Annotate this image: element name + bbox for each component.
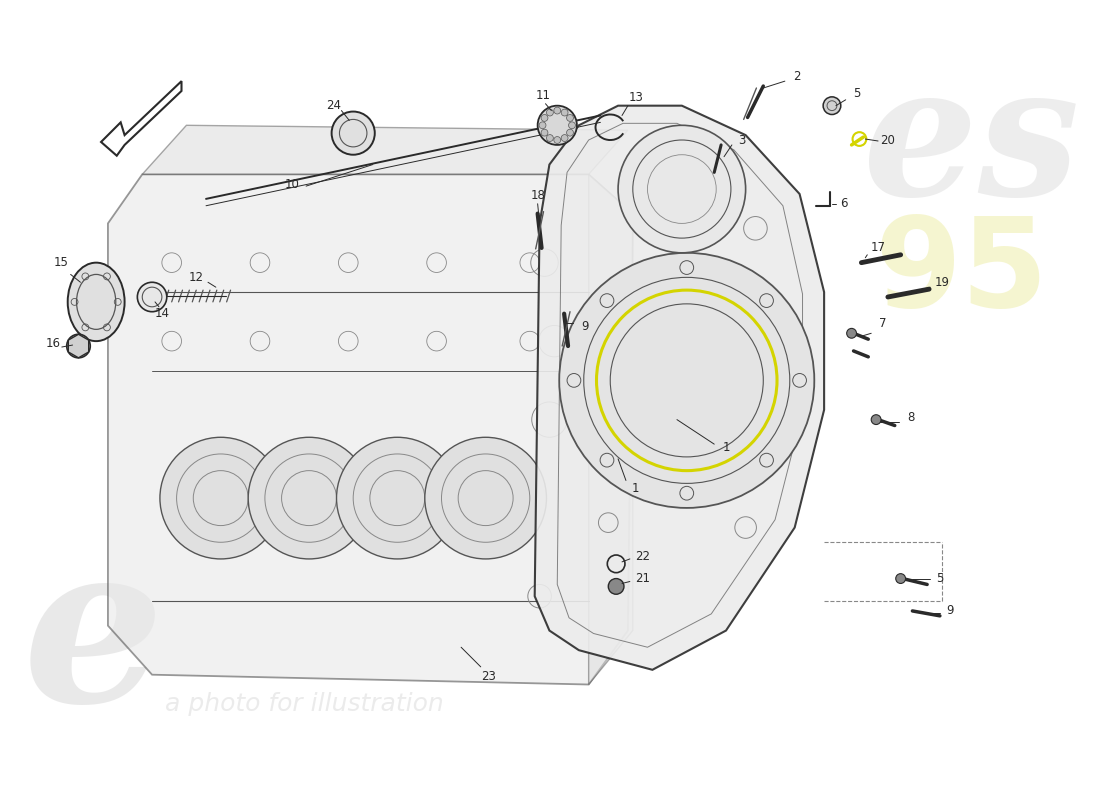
Circle shape xyxy=(538,106,576,145)
Text: 13: 13 xyxy=(628,91,643,104)
Circle shape xyxy=(547,109,553,116)
Text: 95: 95 xyxy=(874,212,1048,333)
Circle shape xyxy=(547,134,553,142)
Circle shape xyxy=(559,253,814,508)
Text: 21: 21 xyxy=(635,572,650,585)
Text: 22: 22 xyxy=(635,550,650,563)
Ellipse shape xyxy=(68,262,124,341)
Circle shape xyxy=(895,574,905,583)
Circle shape xyxy=(249,438,370,559)
Text: es: es xyxy=(864,57,1079,233)
Polygon shape xyxy=(108,174,632,685)
Circle shape xyxy=(561,109,568,116)
Circle shape xyxy=(847,328,857,338)
Text: 5: 5 xyxy=(936,572,944,585)
Circle shape xyxy=(561,134,568,142)
Text: 3: 3 xyxy=(738,134,746,146)
Text: 12: 12 xyxy=(189,271,204,284)
Circle shape xyxy=(541,130,548,136)
Text: 1: 1 xyxy=(632,482,639,494)
Circle shape xyxy=(160,438,282,559)
Polygon shape xyxy=(68,334,89,358)
Text: 9: 9 xyxy=(581,320,589,333)
Circle shape xyxy=(566,114,573,122)
Circle shape xyxy=(425,438,547,559)
Circle shape xyxy=(618,126,746,253)
Circle shape xyxy=(553,137,561,143)
Circle shape xyxy=(337,438,459,559)
Text: 10: 10 xyxy=(285,178,300,190)
Text: 7: 7 xyxy=(879,317,887,330)
Text: 2: 2 xyxy=(793,70,801,82)
Text: e: e xyxy=(22,532,164,749)
Circle shape xyxy=(569,122,575,129)
Polygon shape xyxy=(101,81,182,156)
Text: 16: 16 xyxy=(45,337,60,350)
Circle shape xyxy=(539,122,546,129)
Circle shape xyxy=(823,97,840,114)
Circle shape xyxy=(138,282,167,312)
Text: 11: 11 xyxy=(536,90,551,102)
Polygon shape xyxy=(535,106,824,670)
Text: 17: 17 xyxy=(870,242,886,254)
Polygon shape xyxy=(588,174,632,685)
Text: a photo for illustration: a photo for illustration xyxy=(165,692,443,716)
Text: 15: 15 xyxy=(54,256,68,269)
Text: 20: 20 xyxy=(880,134,895,146)
Text: 9: 9 xyxy=(946,605,954,618)
Text: 23: 23 xyxy=(481,670,496,683)
Text: 8: 8 xyxy=(906,411,914,424)
Circle shape xyxy=(871,414,881,425)
Text: 24: 24 xyxy=(326,99,341,112)
Text: 19: 19 xyxy=(934,276,949,289)
Text: 6: 6 xyxy=(840,198,847,210)
Polygon shape xyxy=(142,126,628,174)
Circle shape xyxy=(541,114,548,122)
Circle shape xyxy=(331,111,375,154)
Circle shape xyxy=(608,578,624,594)
Circle shape xyxy=(553,107,561,114)
Text: 18: 18 xyxy=(530,190,546,202)
Circle shape xyxy=(566,130,573,136)
Text: 5: 5 xyxy=(852,87,860,100)
Circle shape xyxy=(67,334,90,358)
Text: 1: 1 xyxy=(723,441,729,454)
Text: 14: 14 xyxy=(154,307,169,320)
